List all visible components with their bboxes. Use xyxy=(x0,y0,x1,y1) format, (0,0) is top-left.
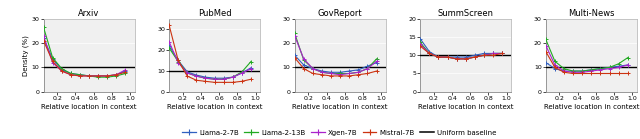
Title: GovReport: GovReport xyxy=(318,9,362,18)
X-axis label: Relative location in context: Relative location in context xyxy=(41,104,137,110)
Y-axis label: Density (%): Density (%) xyxy=(22,35,29,76)
Title: Arxiv: Arxiv xyxy=(78,9,100,18)
X-axis label: Relative location in context: Relative location in context xyxy=(292,104,388,110)
Title: SummScreen: SummScreen xyxy=(438,9,493,18)
X-axis label: Relative location in context: Relative location in context xyxy=(418,104,513,110)
X-axis label: Relative location in context: Relative location in context xyxy=(167,104,262,110)
Title: Multi-News: Multi-News xyxy=(568,9,614,18)
Title: PubMed: PubMed xyxy=(198,9,232,18)
Legend: Llama-2-7B, Llama-2-13B, Xgen-7B, Mistral-7B, Uniform baseline: Llama-2-7B, Llama-2-13B, Xgen-7B, Mistra… xyxy=(179,127,499,138)
X-axis label: Relative location in context: Relative location in context xyxy=(543,104,639,110)
